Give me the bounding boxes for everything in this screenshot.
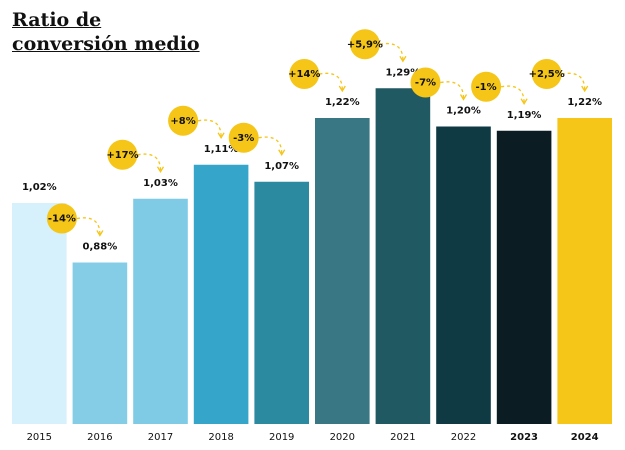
arrow-head (96, 230, 104, 237)
change-badge (471, 71, 502, 102)
bar (436, 126, 491, 424)
value-label: 1,29% (386, 67, 421, 78)
change-badge (531, 59, 562, 89)
x-tick-label: 2016 (87, 432, 112, 443)
change-arrow (440, 81, 465, 99)
x-tick-label: 2021 (390, 432, 415, 443)
change-label: +5,9% (347, 39, 383, 50)
chart-title: Ratio de conversión medio (12, 9, 200, 55)
x-tick-label: 2017 (148, 432, 173, 443)
value-label: 1,02% (22, 182, 57, 193)
change-label: +8% (170, 116, 195, 127)
x-tick-label: 2018 (208, 432, 233, 443)
change-arrow (319, 72, 343, 91)
value-label: 0,88% (83, 242, 118, 253)
x-tick-label: 2015 (27, 432, 52, 443)
change-label: +2,5% (529, 69, 565, 80)
arrow-head (156, 166, 165, 174)
bar (12, 203, 67, 424)
change-arrow (258, 136, 283, 154)
change-arrow (76, 217, 101, 235)
x-tick-label: 2019 (269, 432, 294, 443)
change-badge (349, 29, 380, 60)
arrow-head (459, 94, 468, 101)
bar (254, 181, 309, 424)
value-label: 1,22% (325, 97, 360, 108)
change-badge (410, 67, 441, 98)
change-label: -14% (48, 214, 76, 225)
arrow-head (581, 85, 589, 93)
bar (496, 130, 552, 424)
change-badge (107, 139, 138, 170)
value-label: 1,11% (204, 144, 239, 155)
change-arrow (379, 42, 404, 61)
arrow-head (217, 132, 225, 140)
change-label: +17% (106, 150, 138, 161)
x-tick-label: 2022 (451, 432, 476, 443)
change-arrow (561, 72, 586, 91)
arrow-head (520, 98, 528, 106)
arrow-head (278, 149, 286, 157)
change-arrow (137, 153, 162, 171)
x-tick-label: 2020 (330, 432, 355, 443)
value-label: 1,19% (507, 110, 542, 121)
change-label: -3% (233, 133, 254, 144)
arrow-head (399, 55, 407, 63)
value-label: 1,07% (264, 161, 299, 172)
x-tick-label: 2024 (571, 432, 599, 443)
value-label: 1,03% (143, 178, 178, 189)
arrow-head (338, 85, 346, 93)
bar (315, 118, 370, 424)
change-label: -1% (476, 82, 497, 93)
bar (375, 88, 431, 424)
bar (557, 118, 612, 424)
change-badge (168, 105, 199, 136)
value-label: 1,20% (446, 106, 481, 117)
bar (72, 262, 128, 424)
change-badge (228, 122, 259, 153)
change-badge (289, 59, 320, 89)
value-label: 1,22% (567, 97, 602, 108)
change-label: +14% (288, 69, 320, 80)
bar (193, 164, 249, 424)
change-label: -7% (415, 78, 436, 89)
change-arrow (197, 119, 222, 137)
bar (133, 198, 188, 424)
x-tick-label: 2023 (510, 432, 538, 443)
change-arrow (500, 85, 525, 103)
change-badge (46, 203, 77, 234)
